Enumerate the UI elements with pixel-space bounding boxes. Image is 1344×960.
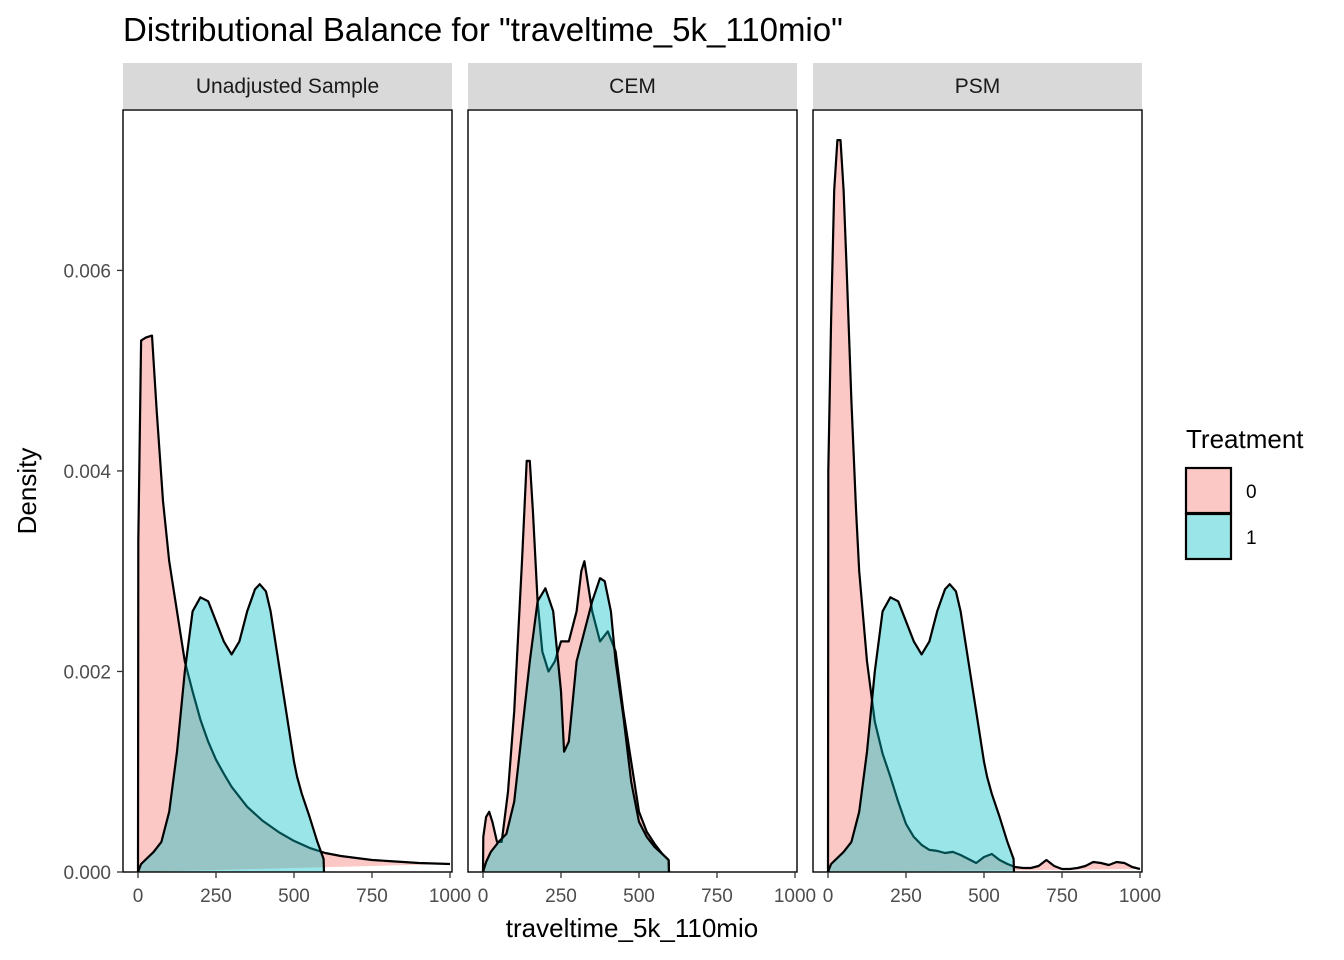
x-tick-label: 1000: [1119, 886, 1161, 907]
panel-border: [467, 109, 798, 873]
x-tick-label: 750: [356, 886, 388, 907]
y-tick-label: 0.006: [63, 261, 111, 282]
density-series-0: [136, 334, 451, 873]
density-series-1: [826, 583, 1016, 873]
y-axis: 0.000 0.002 0.004 0.006: [63, 261, 123, 884]
x-tick-label: 0: [133, 886, 144, 907]
x-tick-label: 1000: [429, 886, 471, 907]
facet-strip: [123, 63, 452, 109]
panel-border: [122, 109, 453, 873]
density-series-1: [136, 583, 326, 873]
legend-label: 0: [1246, 482, 1257, 503]
panel-2: PSM 0 250 500 750 1000: [812, 63, 1161, 907]
x-tick-label: 750: [701, 886, 733, 907]
x-tick-label: 1000: [774, 886, 816, 907]
x-tick-label: 500: [278, 886, 310, 907]
y-tick-label: 0.000: [63, 863, 111, 884]
y-tick-label: 0.002: [63, 662, 111, 683]
x-tick-label: 500: [968, 886, 1000, 907]
x-tick-label: 750: [1046, 886, 1078, 907]
legend-label: 1: [1246, 528, 1257, 549]
panel-1: CEM 0 250 500 750 1000: [467, 63, 816, 907]
x-tick-label: 250: [890, 886, 922, 907]
x-tick-label: 0: [478, 886, 489, 907]
x-tick-label: 250: [545, 886, 577, 907]
legend: Treatment 01: [1184, 424, 1304, 561]
facet-strip: [813, 63, 1142, 109]
legend-title: Treatment: [1186, 424, 1304, 454]
x-tick-label: 250: [200, 886, 232, 907]
legend-key-1: [1184, 512, 1233, 561]
legend-items: 01: [1184, 466, 1257, 561]
x-tick-label: 0: [823, 886, 834, 907]
facet-label: CEM: [609, 75, 656, 98]
facet-panels: Unadjusted Sample 0 250 500 750 1000 CEM 0 250 50…: [122, 63, 1161, 907]
facet-label: Unadjusted Sample: [196, 75, 379, 98]
facet-strip: [468, 63, 797, 109]
density-series-0: [826, 139, 1141, 873]
chart-title: Distributional Balance for "traveltime_5…: [123, 11, 843, 48]
facet-label: PSM: [955, 75, 1001, 98]
x-axis-title: traveltime_5k_110mio: [506, 913, 758, 943]
density-series-1: [481, 577, 671, 873]
x-tick-label: 500: [623, 886, 655, 907]
panel-0: Unadjusted Sample 0 250 500 750 1000: [122, 63, 471, 907]
y-tick-label: 0.004: [63, 462, 111, 483]
y-axis-title: Density: [12, 448, 42, 535]
panel-border: [812, 109, 1143, 873]
legend-key-0: [1184, 466, 1233, 515]
